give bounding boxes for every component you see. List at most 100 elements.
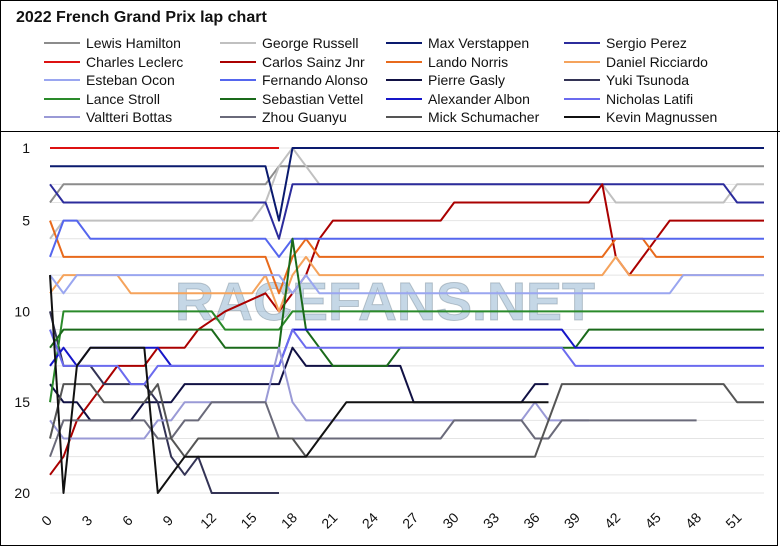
legend-swatch	[44, 97, 80, 100]
series-line	[49, 165, 764, 204]
series-line	[49, 220, 764, 295]
legend-label: Kevin Magnussen	[606, 109, 718, 125]
legend-item: Zhou Guanyu	[220, 109, 347, 125]
legend-label: Yuki Tsunoda	[606, 72, 690, 88]
series-line	[49, 383, 764, 458]
legend-swatch	[386, 42, 422, 44]
legend-label: Valtteri Bottas	[86, 109, 173, 125]
legend-swatch	[564, 116, 600, 118]
legend-item: Lance Stroll	[44, 91, 160, 107]
legend-item: Sergio Perez	[564, 35, 687, 51]
legend-swatch	[564, 97, 600, 100]
x-tick-label: 27	[399, 509, 421, 531]
legend-label: Sergio Perez	[606, 35, 687, 51]
legend-label: Max Verstappen	[428, 35, 530, 51]
y-tick-label: 5	[22, 213, 30, 229]
x-tick-label: 36	[520, 509, 542, 531]
legend-swatch	[44, 79, 80, 81]
x-tick-label: 33	[480, 509, 502, 531]
x-tick-label: 30	[439, 509, 461, 531]
legend-item: Lando Norris	[386, 54, 508, 70]
legend-swatch	[220, 97, 256, 100]
legend-swatch	[564, 42, 600, 44]
x-axis-ticks: 0 3 6 9 12 15 18 21 24 27 30 33 36 39 42 45 48 51	[38, 509, 745, 531]
legend-item: Valtteri Bottas	[44, 109, 172, 125]
legend-item: Carlos Sainz Jnr	[220, 54, 365, 70]
series-line	[49, 147, 764, 240]
legend-swatch	[220, 60, 256, 63]
legend-item: Sebastian Vettel	[220, 91, 363, 107]
x-tick-label: 24	[359, 509, 381, 531]
x-tick-label: 39	[561, 509, 583, 531]
x-tick-label: 12	[197, 509, 219, 531]
x-tick-label: 42	[601, 509, 623, 531]
legend-item: Kevin Magnussen	[564, 109, 717, 125]
x-tick-label: 3	[78, 512, 95, 529]
legend-item: Mick Schumacher	[386, 109, 539, 125]
legend-label: Pierre Gasly	[428, 72, 506, 88]
series-line	[49, 183, 764, 240]
legend-swatch	[44, 116, 80, 118]
legend-label: George Russell	[262, 35, 359, 51]
legend-item: Daniel Ricciardo	[564, 54, 708, 70]
legend-swatch	[220, 42, 256, 44]
series-line	[49, 401, 697, 458]
series-line	[50, 147, 764, 222]
series-line	[49, 310, 764, 403]
x-tick-label: 0	[38, 512, 55, 529]
legend-label: Esteban Ocon	[86, 72, 175, 88]
legend-label: Alexander Albon	[428, 90, 530, 107]
legend-item: Pierre Gasly	[386, 72, 505, 88]
legend-label: Lance Stroll	[86, 90, 160, 107]
legend-item: Lewis Hamilton	[44, 35, 181, 51]
x-tick-label: 21	[318, 509, 340, 531]
legend-swatch	[564, 60, 600, 63]
x-tick-label: 48	[682, 509, 704, 531]
legend-swatch	[44, 42, 80, 44]
legend-item: Nicholas Latifi	[564, 91, 693, 107]
legend-item: Max Verstappen	[386, 35, 529, 51]
x-tick-label: 18	[278, 509, 300, 531]
legend-label: Nicholas Latifi	[606, 90, 694, 107]
legend-item: Alexander Albon	[386, 91, 530, 107]
legend-label: Zhou Guanyu	[262, 109, 347, 125]
series-line	[49, 328, 764, 386]
watermark: RACEFANS.NET	[175, 272, 595, 332]
legend-swatch	[564, 79, 600, 81]
legend-item: Fernando Alonso	[220, 72, 368, 88]
y-tick-label: 20	[14, 485, 30, 501]
y-tick-label: 1	[22, 140, 30, 156]
x-tick-label: 15	[237, 509, 259, 531]
legend-label: Fernando Alonso	[262, 72, 368, 88]
legend-label: Lewis Hamilton	[86, 35, 181, 51]
legend-item: George Russell	[220, 35, 359, 51]
x-tick-label: 51	[722, 509, 744, 531]
legend-swatch	[386, 116, 422, 118]
legend-label: Charles Leclerc	[86, 53, 184, 70]
legend-separator	[0, 131, 780, 132]
legend-swatch	[386, 79, 422, 81]
legend-label: Carlos Sainz Jnr	[262, 53, 365, 70]
legend-swatch	[220, 116, 256, 118]
series-line	[49, 346, 589, 440]
y-tick-label: 15	[14, 394, 30, 410]
legend-swatch	[386, 97, 422, 100]
legend-label: Mick Schumacher	[428, 109, 540, 125]
legend-label: Sebastian Vettel	[262, 90, 364, 107]
x-tick-label: 6	[119, 512, 136, 529]
legend-label: Daniel Ricciardo	[606, 53, 708, 70]
chart-title: 2022 French Grand Prix lap chart	[16, 9, 267, 26]
x-tick-label: 9	[159, 512, 176, 529]
series-line	[49, 275, 549, 494]
series-lines	[49, 147, 764, 494]
legend-item: Esteban Ocon	[44, 72, 175, 88]
legend-swatch	[386, 60, 422, 63]
legend-swatch	[220, 79, 256, 81]
y-tick-label: 10	[14, 303, 30, 319]
legend-item: Yuki Tsunoda	[564, 72, 689, 88]
series-line	[49, 219, 764, 258]
legend-label: Lando Norris	[428, 53, 509, 70]
